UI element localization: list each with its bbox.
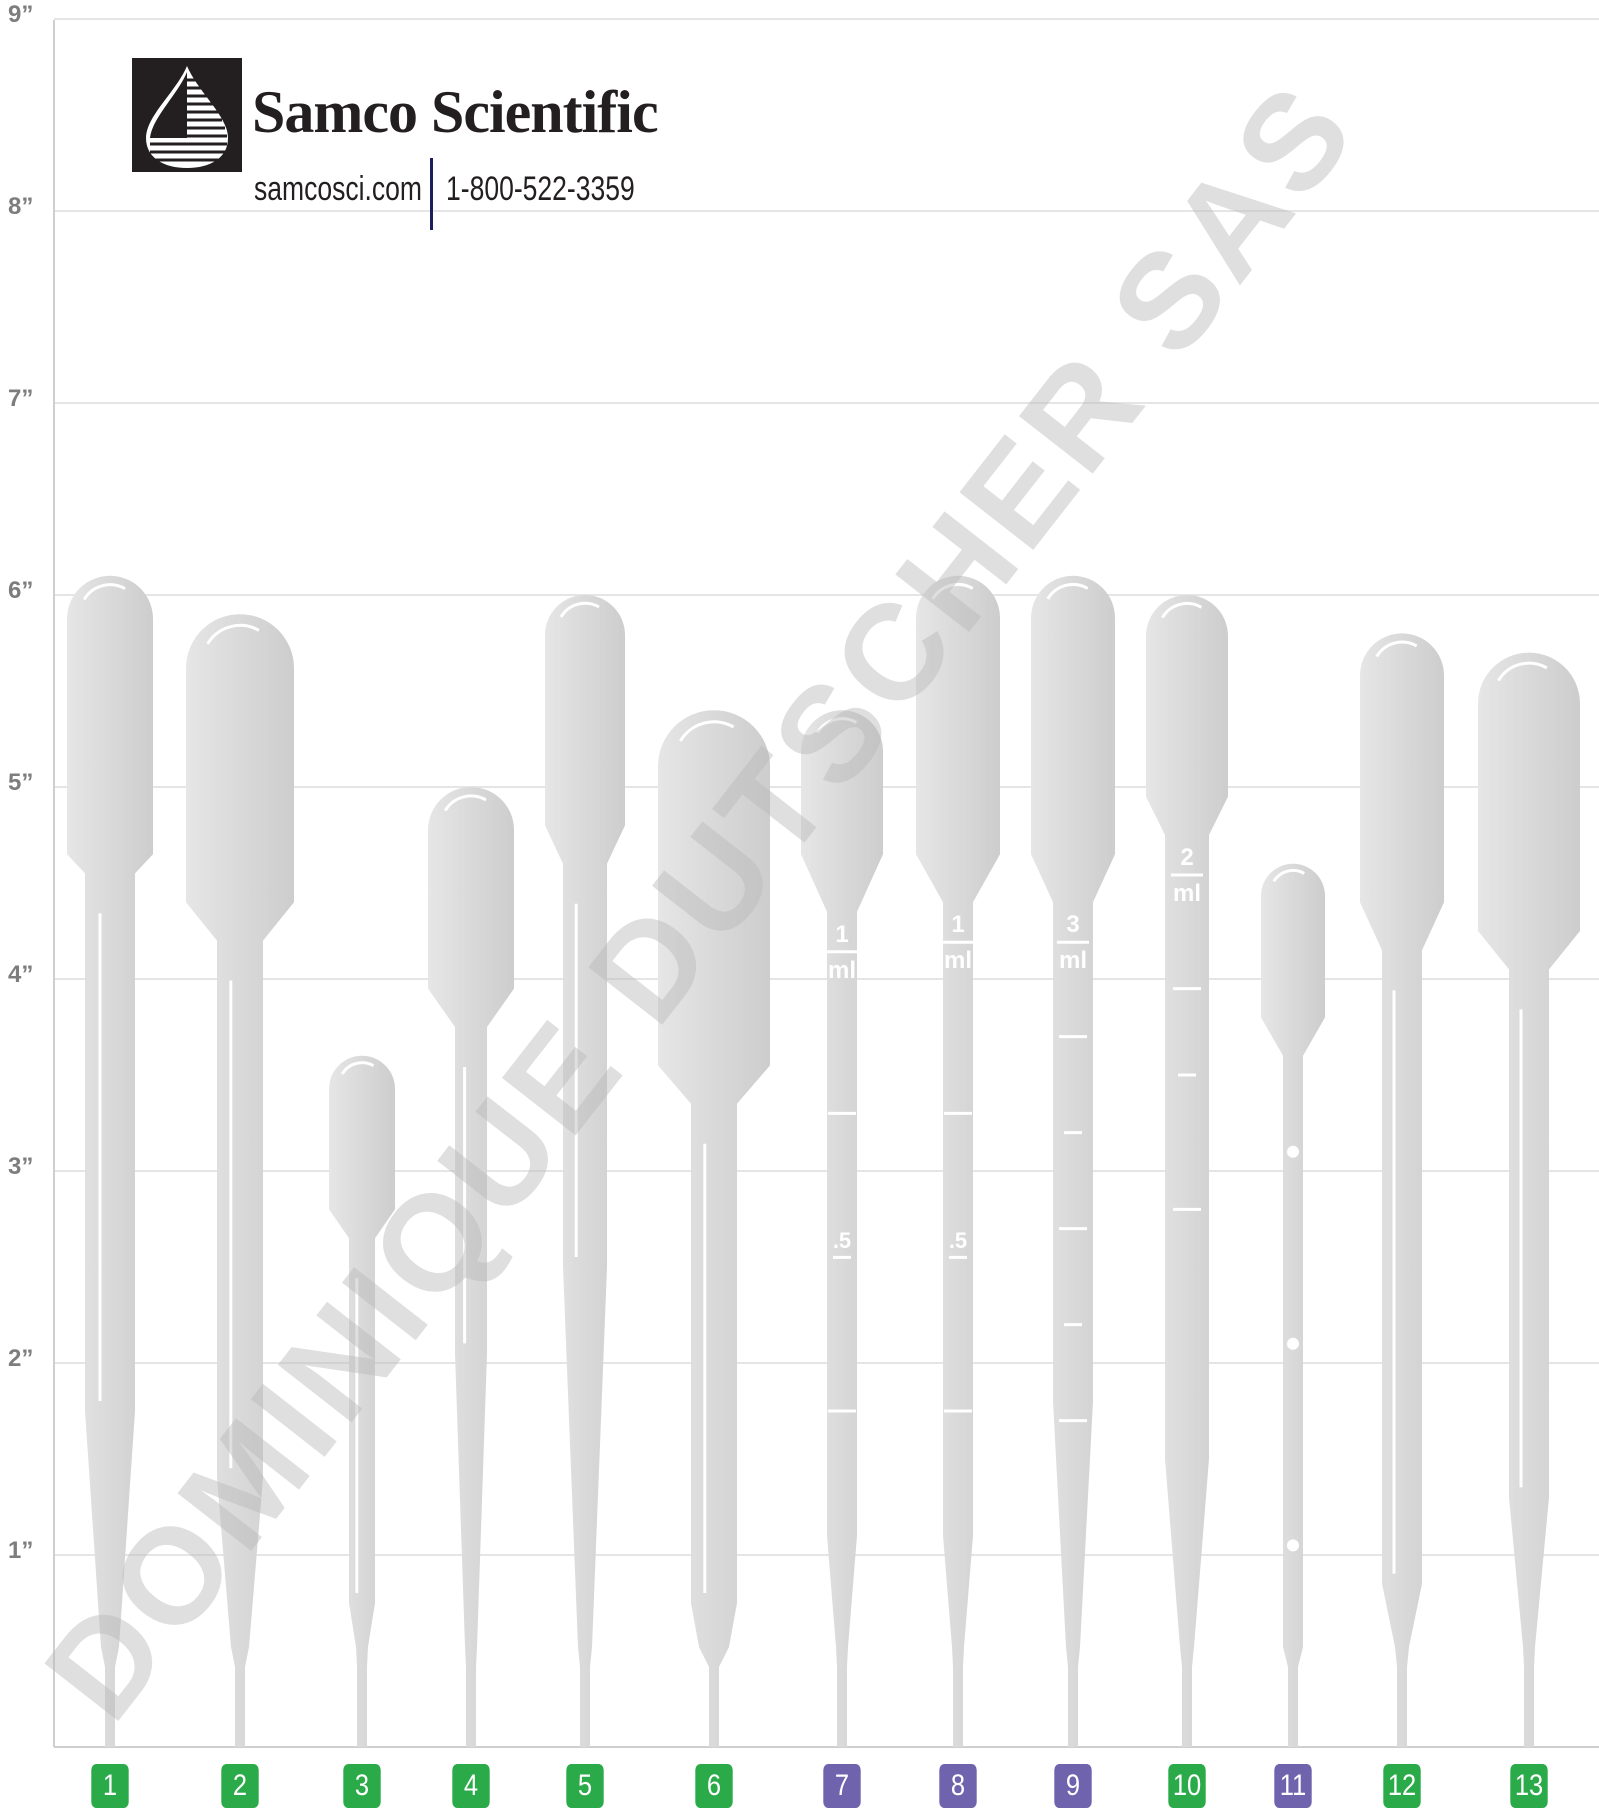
graduation-label: 1 xyxy=(951,911,964,938)
pipette-badge-4: 4 xyxy=(452,1764,490,1808)
graduation-label: ml xyxy=(828,957,856,984)
y-axis-label: 1” xyxy=(8,1537,34,1564)
y-axis-label: 4” xyxy=(8,961,34,988)
y-axis-label: 6” xyxy=(8,577,34,604)
bulb-highlight xyxy=(1375,640,1418,658)
graduation-label: ml xyxy=(1173,880,1201,907)
bulb-highlight xyxy=(82,583,126,601)
graduation-label: ml xyxy=(1059,947,1087,974)
pipette-7: 1 ml .5 xyxy=(801,710,883,1748)
brand-url[interactable]: samcosci.com xyxy=(254,170,422,208)
bulb-highlight xyxy=(816,717,858,734)
graduation-label: 3 xyxy=(1066,911,1079,938)
graduation-dot xyxy=(1287,1145,1299,1158)
pipette-1 xyxy=(67,575,153,1747)
pipette-badge-2: 2 xyxy=(221,1764,259,1808)
bulb-highlight xyxy=(443,794,487,812)
pipette-3 xyxy=(329,1055,395,1747)
graduation-label: ml xyxy=(944,947,972,974)
graduation-label: .5 xyxy=(833,1228,851,1253)
pipette-badge-11: 11 xyxy=(1274,1764,1312,1808)
pipette-body xyxy=(329,1055,395,1747)
pipette-badge-5: 5 xyxy=(566,1764,604,1808)
pipette-badge-10: 10 xyxy=(1168,1764,1206,1808)
pipette-badge-9: 9 xyxy=(1054,1764,1092,1808)
pipette-badge-8: 8 xyxy=(939,1764,977,1808)
pipette-9: 3 ml xyxy=(1031,575,1115,1747)
pipette-body xyxy=(186,614,294,1748)
pipette-body xyxy=(916,575,1000,1747)
bulb-highlight xyxy=(559,601,600,618)
y-axis-label: 3” xyxy=(8,1153,34,1180)
pipette-11 xyxy=(1261,863,1325,1747)
bulb-highlight xyxy=(206,623,260,645)
bulb-highlight xyxy=(1161,602,1203,619)
bulb-highlight xyxy=(1046,583,1089,600)
pipette-badge-12: 12 xyxy=(1383,1764,1421,1808)
pipette-badge-7: 7 xyxy=(823,1764,861,1808)
pipette-body xyxy=(1031,575,1115,1747)
drop-logo-icon xyxy=(132,58,242,172)
pipette-badge-13: 13 xyxy=(1510,1764,1548,1808)
pipette-badge-3: 3 xyxy=(343,1764,381,1808)
pipette-body xyxy=(428,787,514,1747)
pipette-5 xyxy=(545,595,625,1747)
brand-name: Samco Scientific xyxy=(252,79,659,145)
pipette-body xyxy=(1261,863,1325,1747)
pipette-6 xyxy=(658,710,770,1748)
bulb-highlight xyxy=(679,720,735,742)
bulb-highlight xyxy=(931,583,974,600)
pipette-body xyxy=(1146,595,1228,1747)
y-axis-label: 8” xyxy=(8,193,34,220)
graduation-label: 2 xyxy=(1180,844,1193,871)
pipette-13 xyxy=(1478,652,1580,1747)
graduation-label: 1 xyxy=(835,921,848,948)
graduation-dot xyxy=(1287,1539,1299,1552)
graduation-label: .5 xyxy=(949,1228,967,1253)
bulb-highlight xyxy=(340,1061,375,1075)
y-axis-label: 7” xyxy=(8,385,34,412)
pipette-body xyxy=(1360,633,1444,1747)
brand-phone: 1-800-522-3359 xyxy=(446,170,635,208)
y-axis-label: 9” xyxy=(8,1,34,28)
pipette-body xyxy=(67,575,153,1747)
pipette-body xyxy=(658,710,770,1748)
pipette-4 xyxy=(428,787,514,1747)
pipette-12 xyxy=(1360,633,1444,1747)
pipette-8: 1 ml .5 xyxy=(916,575,1000,1747)
y-axis-label: 5” xyxy=(8,769,34,796)
pipette-body xyxy=(545,595,625,1747)
bulb-highlight xyxy=(1497,661,1548,682)
pipette-badge-6: 6 xyxy=(695,1764,733,1808)
pipette-body xyxy=(801,710,883,1748)
bulb-highlight xyxy=(1272,868,1305,883)
pipette-10: 2 ml xyxy=(1146,595,1228,1747)
brand-separator xyxy=(430,158,433,230)
pipette-2 xyxy=(186,614,294,1748)
pipette-badge-1: 1 xyxy=(91,1764,129,1808)
pipette-body xyxy=(1478,652,1580,1747)
graduation-dot xyxy=(1287,1337,1299,1350)
y-axis-label: 2” xyxy=(8,1345,34,1372)
